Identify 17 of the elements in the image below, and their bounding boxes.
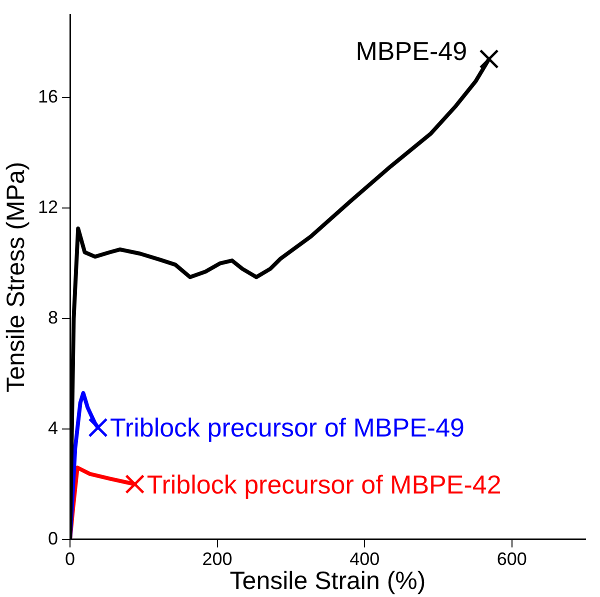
series-label: MBPE-49: [356, 36, 468, 66]
x-tick-label: 400: [350, 549, 380, 570]
point: [125, 474, 145, 494]
y-tick-label: 12: [38, 197, 58, 218]
x-axis-title: Tensile Strain (%): [230, 566, 426, 595]
y-tick-label: 16: [38, 86, 58, 107]
x-tick-label: 200: [202, 549, 232, 570]
y-axis-title: Tensile Stress (MPa): [2, 162, 30, 392]
series-label: Triblock precursor of MBPE-49: [110, 412, 464, 443]
x-tick-label: 0: [65, 549, 76, 570]
y-tick-label: 4: [48, 418, 58, 438]
x-tick-label: 600: [496, 549, 527, 570]
point: [88, 418, 108, 438]
y-tick-label: 8: [48, 307, 58, 328]
point: [479, 49, 499, 69]
y-tick-label: 0: [48, 528, 58, 548]
series-label: Triblock precursor of MBPE-42: [146, 469, 502, 500]
